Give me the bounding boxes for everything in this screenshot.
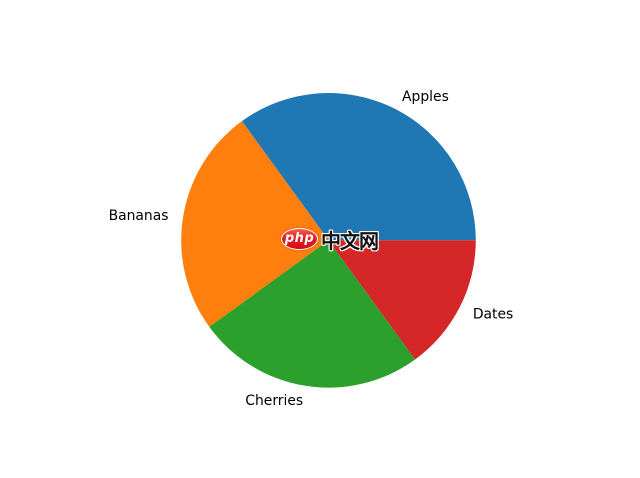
pie-wedges (181, 92, 476, 388)
pie-slice-bananas (181, 121, 329, 327)
slice-label-cherries: Cherries (245, 393, 303, 409)
pie-slice-apples (241, 92, 476, 241)
pie-slice-dates (328, 240, 476, 360)
slice-label-bananas: Bananas (109, 208, 169, 224)
pie-slice-cherries (209, 240, 416, 388)
slice-label-dates: Dates (473, 307, 513, 323)
pie-labels: Apples Bananas Cherries Dates (109, 89, 514, 409)
slice-label-apples: Apples (402, 89, 449, 105)
